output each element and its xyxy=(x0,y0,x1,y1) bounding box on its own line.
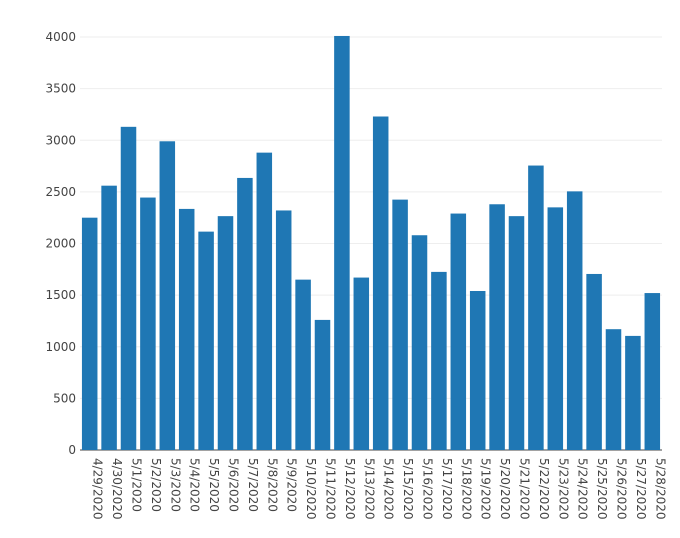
bar[interactable] xyxy=(81,217,98,450)
bar[interactable] xyxy=(528,165,544,450)
bar[interactable] xyxy=(605,329,622,450)
x-tick-label: 5/12/2020 xyxy=(343,458,357,520)
y-tick-label: 1500 xyxy=(45,288,76,302)
y-tick-label: 2000 xyxy=(45,237,76,251)
bar[interactable] xyxy=(508,216,525,450)
bar[interactable] xyxy=(411,235,428,450)
bar[interactable] xyxy=(120,126,137,450)
y-tick-label: 1000 xyxy=(45,340,76,354)
x-tick-label: 5/15/2020 xyxy=(401,458,415,520)
y-tick-label: 3500 xyxy=(45,82,76,96)
bar[interactable] xyxy=(217,216,234,450)
x-tick-label: 5/3/2020 xyxy=(168,458,182,512)
x-tick-label: 5/13/2020 xyxy=(362,458,376,520)
x-tick-label: 5/20/2020 xyxy=(498,458,512,520)
x-tick-label: 5/21/2020 xyxy=(518,458,532,520)
x-tick-label: 5/14/2020 xyxy=(382,458,396,520)
y-tick-label: 4000 xyxy=(45,30,76,44)
bar[interactable] xyxy=(353,277,370,450)
y-tick-label: 500 xyxy=(53,391,76,405)
bar[interactable] xyxy=(237,177,253,450)
bar[interactable] xyxy=(334,35,350,450)
x-tick-label: 5/1/2020 xyxy=(130,458,144,512)
x-tick-label: 5/17/2020 xyxy=(440,458,454,520)
x-tick-label: 5/8/2020 xyxy=(265,458,279,512)
y-tick-label: 0 xyxy=(68,443,76,457)
bars xyxy=(81,35,661,450)
x-tick-label: 5/18/2020 xyxy=(459,458,473,520)
bar[interactable] xyxy=(178,208,195,450)
x-tick-label: 4/29/2020 xyxy=(91,458,105,520)
x-tick-label: 5/16/2020 xyxy=(421,458,435,520)
x-tick-label: 5/28/2020 xyxy=(653,458,667,520)
bar[interactable] xyxy=(566,191,583,450)
x-tick-label: 5/19/2020 xyxy=(479,458,493,520)
x-tick-label: 4/30/2020 xyxy=(110,458,124,520)
bar[interactable] xyxy=(450,213,467,450)
y-axis: 0 500 1000 1500 2000 2500 3000 3500 4000 xyxy=(45,30,76,457)
x-tick-label: 5/4/2020 xyxy=(188,458,202,512)
x-tick-label: 5/24/2020 xyxy=(576,458,590,520)
bar[interactable] xyxy=(314,319,331,450)
bar[interactable] xyxy=(198,231,214,450)
bar[interactable] xyxy=(547,207,564,450)
bar[interactable] xyxy=(644,293,661,450)
bar[interactable] xyxy=(295,279,311,450)
x-tick-label: 5/2/2020 xyxy=(149,458,163,512)
x-tick-label: 5/22/2020 xyxy=(537,458,551,520)
bar[interactable] xyxy=(372,116,389,450)
bar[interactable] xyxy=(275,210,292,450)
x-tick-label: 5/26/2020 xyxy=(615,458,629,520)
y-tick-label: 3000 xyxy=(45,133,76,147)
x-tick-label: 5/6/2020 xyxy=(227,458,241,512)
x-tick-label: 5/11/2020 xyxy=(324,458,338,520)
y-tick-label: 2500 xyxy=(45,185,76,199)
bar[interactable] xyxy=(140,197,156,450)
x-tick-label: 5/10/2020 xyxy=(304,458,318,520)
bar[interactable] xyxy=(469,290,486,450)
bar[interactable] xyxy=(159,141,176,450)
bar[interactable] xyxy=(256,152,273,450)
x-tick-label: 5/27/2020 xyxy=(634,458,648,520)
bar[interactable] xyxy=(101,185,117,450)
bar[interactable] xyxy=(586,273,602,450)
x-tick-label: 5/25/2020 xyxy=(595,458,609,520)
bar[interactable] xyxy=(489,204,505,450)
x-tick-label: 5/9/2020 xyxy=(285,458,299,512)
x-tick-label: 5/5/2020 xyxy=(207,458,221,512)
x-tick-label: 5/23/2020 xyxy=(556,458,570,520)
gridlines xyxy=(80,36,662,451)
x-tick-label: 5/7/2020 xyxy=(246,458,260,512)
bar[interactable] xyxy=(625,335,641,450)
bar[interactable] xyxy=(392,199,408,450)
x-axis: 4/29/2020 4/30/2020 5/1/2020 5/2/2020 5/3/20… xyxy=(91,458,668,520)
bar[interactable] xyxy=(431,271,447,450)
